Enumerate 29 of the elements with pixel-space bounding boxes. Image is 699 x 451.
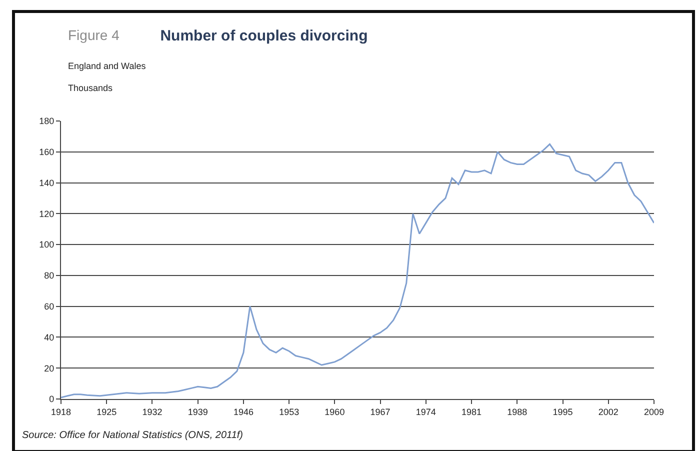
x-tick-label: 1967 bbox=[370, 406, 390, 417]
y-tick-label: 40 bbox=[44, 332, 54, 342]
y-tick-label: 80 bbox=[44, 270, 54, 281]
x-tick-label: 1918 bbox=[50, 406, 72, 417]
y-tick-label: 60 bbox=[44, 301, 54, 312]
caption: Figure 4 bbox=[68, 27, 120, 43]
x-tick-label: 1953 bbox=[279, 406, 300, 417]
y-tick-label: 120 bbox=[39, 208, 54, 219]
y-tick-label: 160 bbox=[39, 147, 54, 158]
x-tick-label: 1932 bbox=[142, 406, 162, 417]
x-tick-label: 2002 bbox=[598, 406, 618, 417]
x-tick-label: 1946 bbox=[233, 406, 254, 417]
y-tick-label: 100 bbox=[39, 240, 54, 250]
x-tick-label: 1974 bbox=[416, 406, 436, 417]
chart-title: Number of couples divorcing bbox=[160, 27, 368, 44]
x-tick-label: 1960 bbox=[324, 406, 345, 417]
x-tick-label: 1939 bbox=[188, 406, 208, 417]
x-tick-label: 2009 bbox=[644, 406, 664, 417]
y-tick-label: 180 bbox=[39, 116, 54, 126]
y-tick-label: 20 bbox=[44, 363, 54, 374]
y-axis-title: Thousands bbox=[68, 83, 114, 93]
x-tick-label: 1988 bbox=[507, 406, 528, 417]
y-tick-label: 140 bbox=[39, 178, 54, 188]
x-tick-label: 1995 bbox=[552, 406, 573, 417]
x-tick-label: 1981 bbox=[462, 406, 482, 417]
chart-subtitle: England and Wales bbox=[68, 61, 146, 71]
source-note: Source: Office for National Statistics (ONS, 2011f) bbox=[22, 430, 244, 441]
x-tick-label: 1925 bbox=[96, 406, 117, 417]
y-tick-label: 0 bbox=[49, 394, 54, 404]
